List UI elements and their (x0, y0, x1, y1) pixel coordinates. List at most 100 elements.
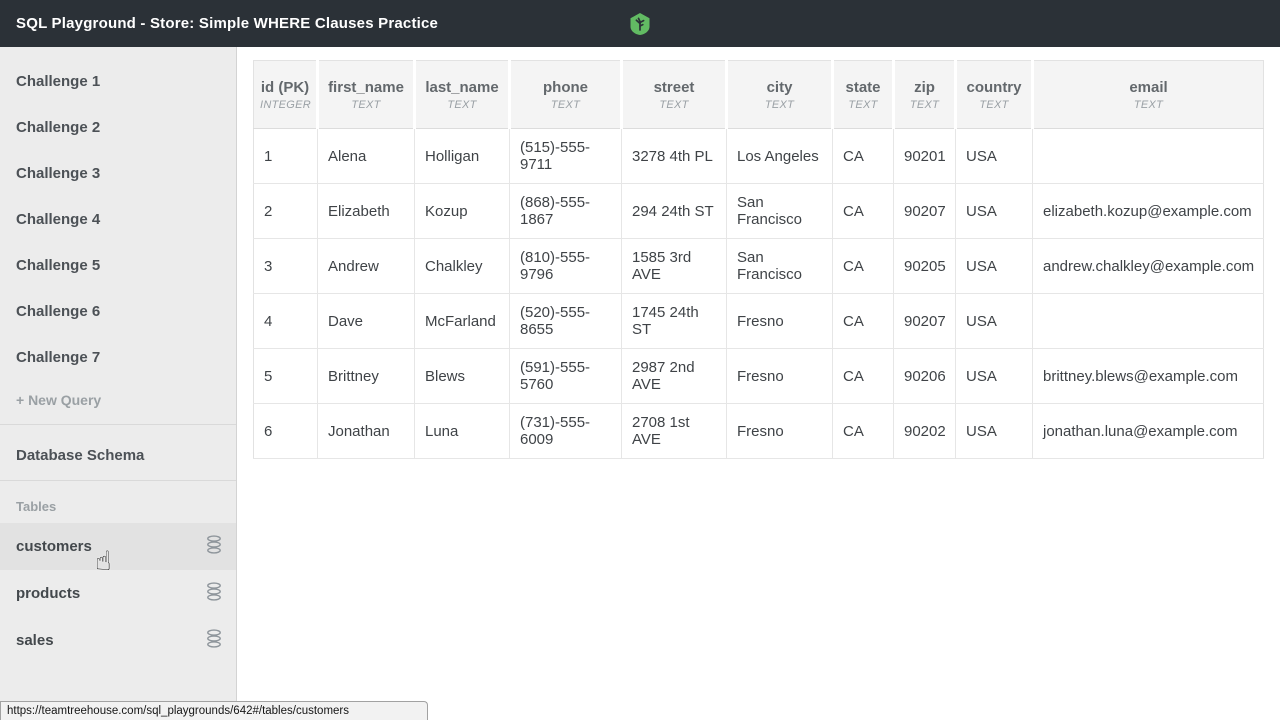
cell-state: CA (832, 348, 894, 404)
column-name: phone (543, 78, 588, 96)
cell-id-pk: 6 (253, 403, 318, 459)
page-title: SQL Playground - Store: Simple WHERE Cla… (16, 15, 439, 32)
cell-email (1032, 293, 1264, 349)
cell-zip: 90207 (893, 183, 956, 239)
cell-email: elizabeth.kozup@example.com (1032, 183, 1264, 239)
column-name: country (966, 78, 1022, 96)
sidebar-divider (0, 480, 236, 481)
main-content: id (PK) INTEGER first_name TEXT last_name TEX… (238, 47, 1280, 720)
column-type: TEXT (659, 98, 689, 111)
cell-first-name: Andrew (317, 238, 415, 294)
cell-last-name: Luna (414, 403, 510, 459)
column-header-country: country TEXT (954, 60, 1033, 129)
cell-first-name: Alena (317, 128, 415, 184)
cell-phone: (591)-555-5760 (509, 348, 622, 404)
cell-street: 1745 24th ST (621, 293, 727, 349)
sidebar: Challenge 1 Challenge 2 Challenge 3 Challen… (0, 47, 237, 720)
tables-section-label: Tables (16, 498, 57, 514)
column-type: TEXT (1133, 98, 1164, 111)
sidebar-item-challenge-5[interactable]: Challenge 5 (16, 256, 101, 274)
column-header-state: state TEXT (831, 60, 894, 129)
sidebar-table-customers[interactable]: customers (0, 523, 236, 570)
sidebar-item-challenge-7[interactable]: Challenge 7 (16, 348, 101, 366)
cell-id-pk: 3 (253, 238, 318, 294)
cell-city: Fresno (726, 403, 833, 459)
cell-state: CA (832, 293, 894, 349)
table-header-row: id (PK) INTEGER first_name TEXT last_name TEX… (253, 60, 1264, 129)
column-type: INTEGER (260, 98, 311, 111)
cell-country: USA (955, 238, 1033, 294)
table-name-label: customers (16, 538, 92, 555)
cell-city: Fresno (726, 293, 833, 349)
cell-state: CA (832, 128, 894, 184)
cell-id-pk: 2 (253, 183, 318, 239)
column-name: state (845, 78, 881, 96)
cell-city: Fresno (726, 348, 833, 404)
column-name: last_name (425, 78, 499, 96)
table-row: 4 Dave McFarland (520)-555-8655 1745 24th ST… (253, 293, 1264, 349)
sidebar-item-challenge-2[interactable]: Challenge 2 (16, 118, 101, 136)
cell-city: Los Angeles (726, 128, 833, 184)
cell-country: USA (955, 403, 1033, 459)
column-name: city (766, 78, 793, 96)
cell-street: 294 24th ST (621, 183, 727, 239)
column-name: first_name (328, 78, 404, 96)
table-row: 1 Alena Holligan (515)-555-9711 3278 4th PL L… (253, 128, 1264, 184)
cell-street: 2987 2nd AVE (621, 348, 727, 404)
challenge-list: Challenge 1 Challenge 2 Challenge 3 Challen… (0, 58, 236, 380)
cell-zip: 90205 (893, 238, 956, 294)
column-type: TEXT (351, 98, 381, 111)
sidebar-item-challenge-6[interactable]: Challenge 6 (16, 302, 101, 320)
cell-last-name: McFarland (414, 293, 510, 349)
sidebar-item-challenge-4[interactable]: Challenge 4 (16, 210, 101, 228)
cell-country: USA (955, 183, 1033, 239)
table-name-label: sales (16, 632, 54, 649)
cell-city: San Francisco (726, 238, 833, 294)
sidebar-table-products[interactable]: products (0, 570, 236, 617)
column-name: zip (914, 78, 935, 96)
cell-phone: (520)-555-8655 (509, 293, 622, 349)
cell-last-name: Kozup (414, 183, 510, 239)
cell-zip: 90201 (893, 128, 956, 184)
cell-first-name: Brittney (317, 348, 415, 404)
cell-state: CA (832, 403, 894, 459)
column-header-zip: zip TEXT (892, 60, 956, 129)
database-icon (206, 629, 222, 652)
table-name-label: products (16, 585, 81, 602)
column-type: TEXT (979, 98, 1009, 111)
database-icon (206, 582, 222, 605)
cell-phone: (731)-555-6009 (509, 403, 622, 459)
sidebar-item-challenge-3[interactable]: Challenge 3 (16, 164, 101, 182)
cell-phone: (515)-555-9711 (509, 128, 622, 184)
column-header-first-name: first_name TEXT (316, 60, 415, 129)
cell-phone: (868)-555-1867 (509, 183, 622, 239)
sidebar-item-challenge-1[interactable]: Challenge 1 (16, 72, 101, 90)
cell-street: 2708 1st AVE (621, 403, 727, 459)
table-row: 5 Brittney Blews (591)-555-5760 2987 2nd AVE… (253, 348, 1264, 404)
column-type: TEXT (848, 98, 878, 111)
new-query-button[interactable]: + New Query (16, 392, 102, 408)
column-type: TEXT (550, 98, 581, 111)
cell-last-name: Chalkley (414, 238, 510, 294)
cell-first-name: Jonathan (317, 403, 415, 459)
cell-zip: 90202 (893, 403, 956, 459)
cell-last-name: Holligan (414, 128, 510, 184)
cell-email (1032, 128, 1264, 184)
table-row: 3 Andrew Chalkley (810)-555-9796 1585 3rd AV… (253, 238, 1264, 294)
cell-street: 1585 3rd AVE (621, 238, 727, 294)
sidebar-table-sales[interactable]: sales (0, 617, 236, 664)
cell-country: USA (955, 348, 1033, 404)
schema-table-list: customers products sales (0, 523, 236, 664)
status-url-text: https://teamtreehouse.com/sql_playground… (7, 705, 349, 717)
column-header-last-name: last_name TEXT (413, 60, 510, 129)
treehouse-logo-icon (628, 12, 652, 36)
cell-country: USA (955, 128, 1033, 184)
cell-country: USA (955, 293, 1033, 349)
sidebar-divider (0, 424, 236, 425)
cell-phone: (810)-555-9796 (509, 238, 622, 294)
column-name: email (1129, 78, 1168, 96)
cell-zip: 90207 (893, 293, 956, 349)
database-icon (206, 535, 222, 558)
cell-city: San Francisco (726, 183, 833, 239)
